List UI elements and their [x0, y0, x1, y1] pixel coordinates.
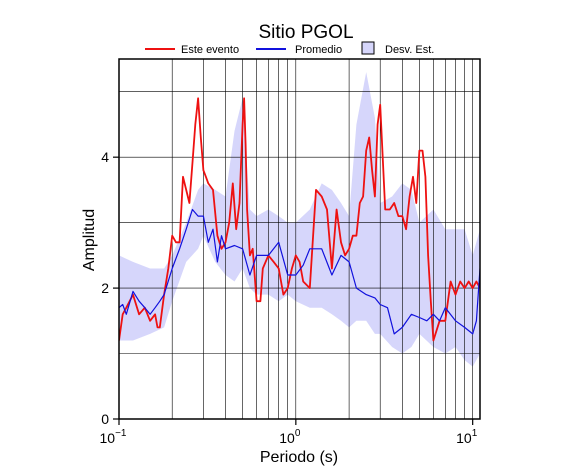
- y-tick-label: 0: [101, 411, 109, 427]
- series-line-promedio: [119, 208, 480, 335]
- x-tick-label: 10−1: [100, 428, 127, 446]
- series-layer: [119, 97, 480, 342]
- y-tick-label: 4: [101, 149, 109, 165]
- legend: Este evento Promedio Desv. Est.: [145, 41, 434, 56]
- x-axis-label: Periodo (s): [260, 449, 338, 466]
- std-dev-band: [119, 72, 480, 367]
- plot-frame: [118, 58, 481, 420]
- chart-title: Sitio PGOL: [258, 22, 353, 43]
- x-tick-label: 101: [456, 428, 478, 446]
- legend-label: Este evento: [181, 44, 239, 56]
- legend-swatch-desv-est: [361, 41, 375, 55]
- legend-label: Promedio: [295, 44, 342, 56]
- band-layer: [119, 72, 480, 367]
- y-tick-label: 2: [101, 280, 109, 296]
- x-tick-label: 100: [279, 428, 301, 446]
- plot-area: [119, 59, 480, 419]
- legend-label: Desv. Est.: [385, 44, 434, 56]
- series-line-este-evento: [119, 97, 480, 342]
- y-axis-label: Amplitud: [81, 209, 98, 271]
